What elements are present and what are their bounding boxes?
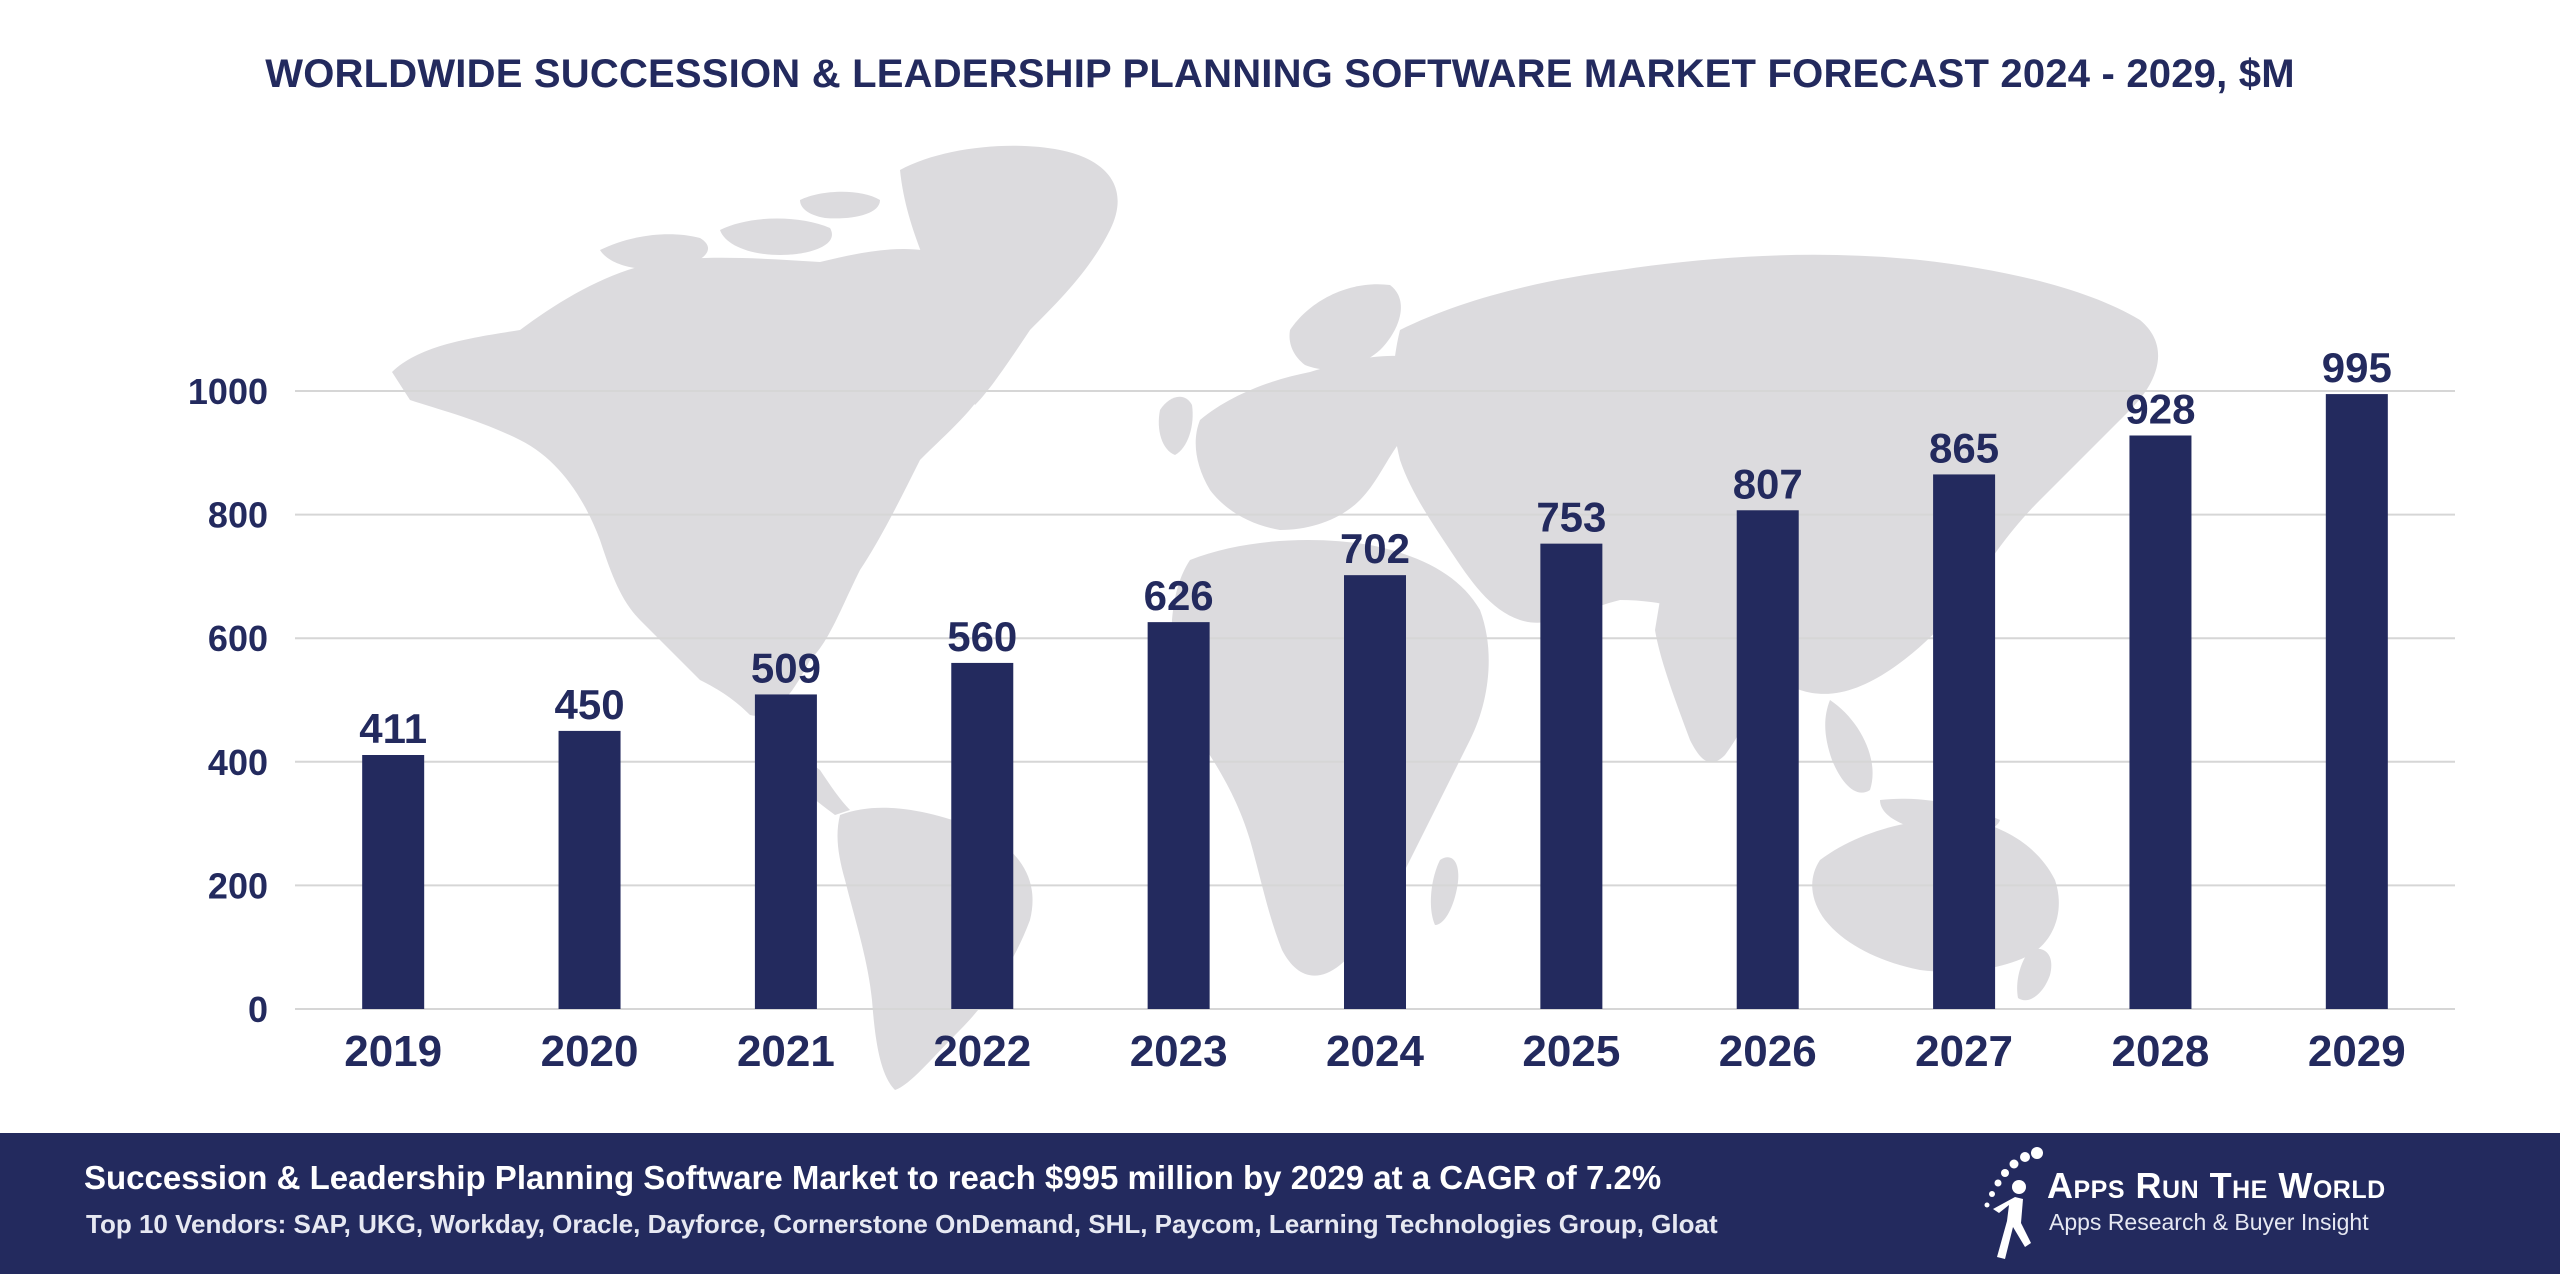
- data-label: 928: [2125, 385, 2195, 432]
- map-uk: [1158, 396, 1193, 455]
- data-label: 995: [2322, 344, 2392, 391]
- data-label: 626: [1144, 572, 1214, 619]
- chart-title: WORLDWIDE SUCCESSION & LEADERSHIP PLANNI…: [265, 52, 2295, 96]
- x-tick-label: 2023: [1130, 1027, 1228, 1076]
- bar-2020: [558, 730, 621, 1009]
- bar-2026: [1736, 510, 1799, 1009]
- x-tick-label: 2028: [2112, 1027, 2210, 1076]
- running-figure-icon: [1984, 1147, 2043, 1259]
- map-india: [1655, 600, 1763, 763]
- x-tick-label: 2019: [344, 1027, 442, 1076]
- data-label: 807: [1733, 460, 1803, 507]
- bar-2028: [2129, 435, 2192, 1010]
- data-labels: 411 450 509 560 626 702 753 807 865 928 995: [359, 344, 2392, 752]
- map-europe: [1195, 355, 1431, 530]
- y-tick-label: 400: [208, 742, 268, 783]
- x-tick-label: 2029: [2308, 1027, 2406, 1076]
- bar-2021: [754, 694, 817, 1009]
- bar-2022: [951, 662, 1014, 1009]
- data-label: 753: [1536, 494, 1606, 541]
- map-scandinavia: [1289, 284, 1401, 370]
- footer-headline: Succession & Leadership Planning Softwar…: [84, 1159, 1662, 1196]
- y-axis: 0 200 400 600 800 1000: [188, 371, 268, 1030]
- y-tick-label: 800: [208, 495, 268, 536]
- brand-name: Apps Run The World: [2047, 1165, 2386, 1206]
- footer-banner: Succession & Leadership Planning Softwar…: [0, 1133, 2560, 1274]
- data-label: 702: [1340, 525, 1410, 572]
- map-new-zealand: [2017, 948, 2052, 1001]
- bar-2029: [2325, 394, 2388, 1010]
- x-tick-label: 2027: [1915, 1027, 2013, 1076]
- bar-2023: [1147, 622, 1210, 1009]
- footer-vendors: Top 10 Vendors: SAP, UKG, Workday, Oracl…: [86, 1209, 1718, 1239]
- bar-2027: [1933, 474, 1996, 1009]
- x-tick-label: 2024: [1326, 1027, 1424, 1076]
- map-greenland: [900, 145, 1118, 406]
- x-tick-label: 2020: [541, 1027, 639, 1076]
- brand-tagline: Apps Research & Buyer Insight: [2049, 1209, 2369, 1235]
- data-label: 450: [555, 681, 625, 728]
- x-tick-label: 2022: [933, 1027, 1031, 1076]
- x-tick-label: 2026: [1719, 1027, 1817, 1076]
- bar-chart: 0 200 400 600 800 1000 411 450 509 560 626 702 753 8…: [188, 145, 2455, 1090]
- y-tick-label: 600: [208, 618, 268, 659]
- bar-series: [362, 394, 2388, 1010]
- bar-2025: [1540, 543, 1603, 1009]
- data-label: 411: [359, 705, 427, 752]
- x-tick-label: 2021: [737, 1027, 835, 1076]
- world-map-background: [392, 145, 2159, 1090]
- map-africa: [1171, 540, 1489, 976]
- bar-2024: [1344, 575, 1406, 1009]
- map-arctic-islands: [600, 191, 880, 270]
- data-label: 509: [751, 644, 821, 691]
- y-tick-label: 0: [248, 989, 268, 1030]
- x-tick-label: 2025: [1522, 1027, 1620, 1076]
- data-label: 865: [1929, 424, 1999, 471]
- x-axis: 2019 2020 2021 2022 2023 2024 2025 2026 2027 2028…: [344, 1027, 2406, 1076]
- y-tick-label: 200: [208, 865, 268, 906]
- map-madagascar: [1430, 857, 1459, 925]
- brand-logo: Apps Run The World Apps Research & Buyer…: [1975, 1147, 2495, 1265]
- data-label: 560: [947, 613, 1017, 660]
- map-north-america: [392, 248, 994, 716]
- y-tick-label: 1000: [188, 371, 268, 412]
- bar-2019: [362, 755, 425, 1009]
